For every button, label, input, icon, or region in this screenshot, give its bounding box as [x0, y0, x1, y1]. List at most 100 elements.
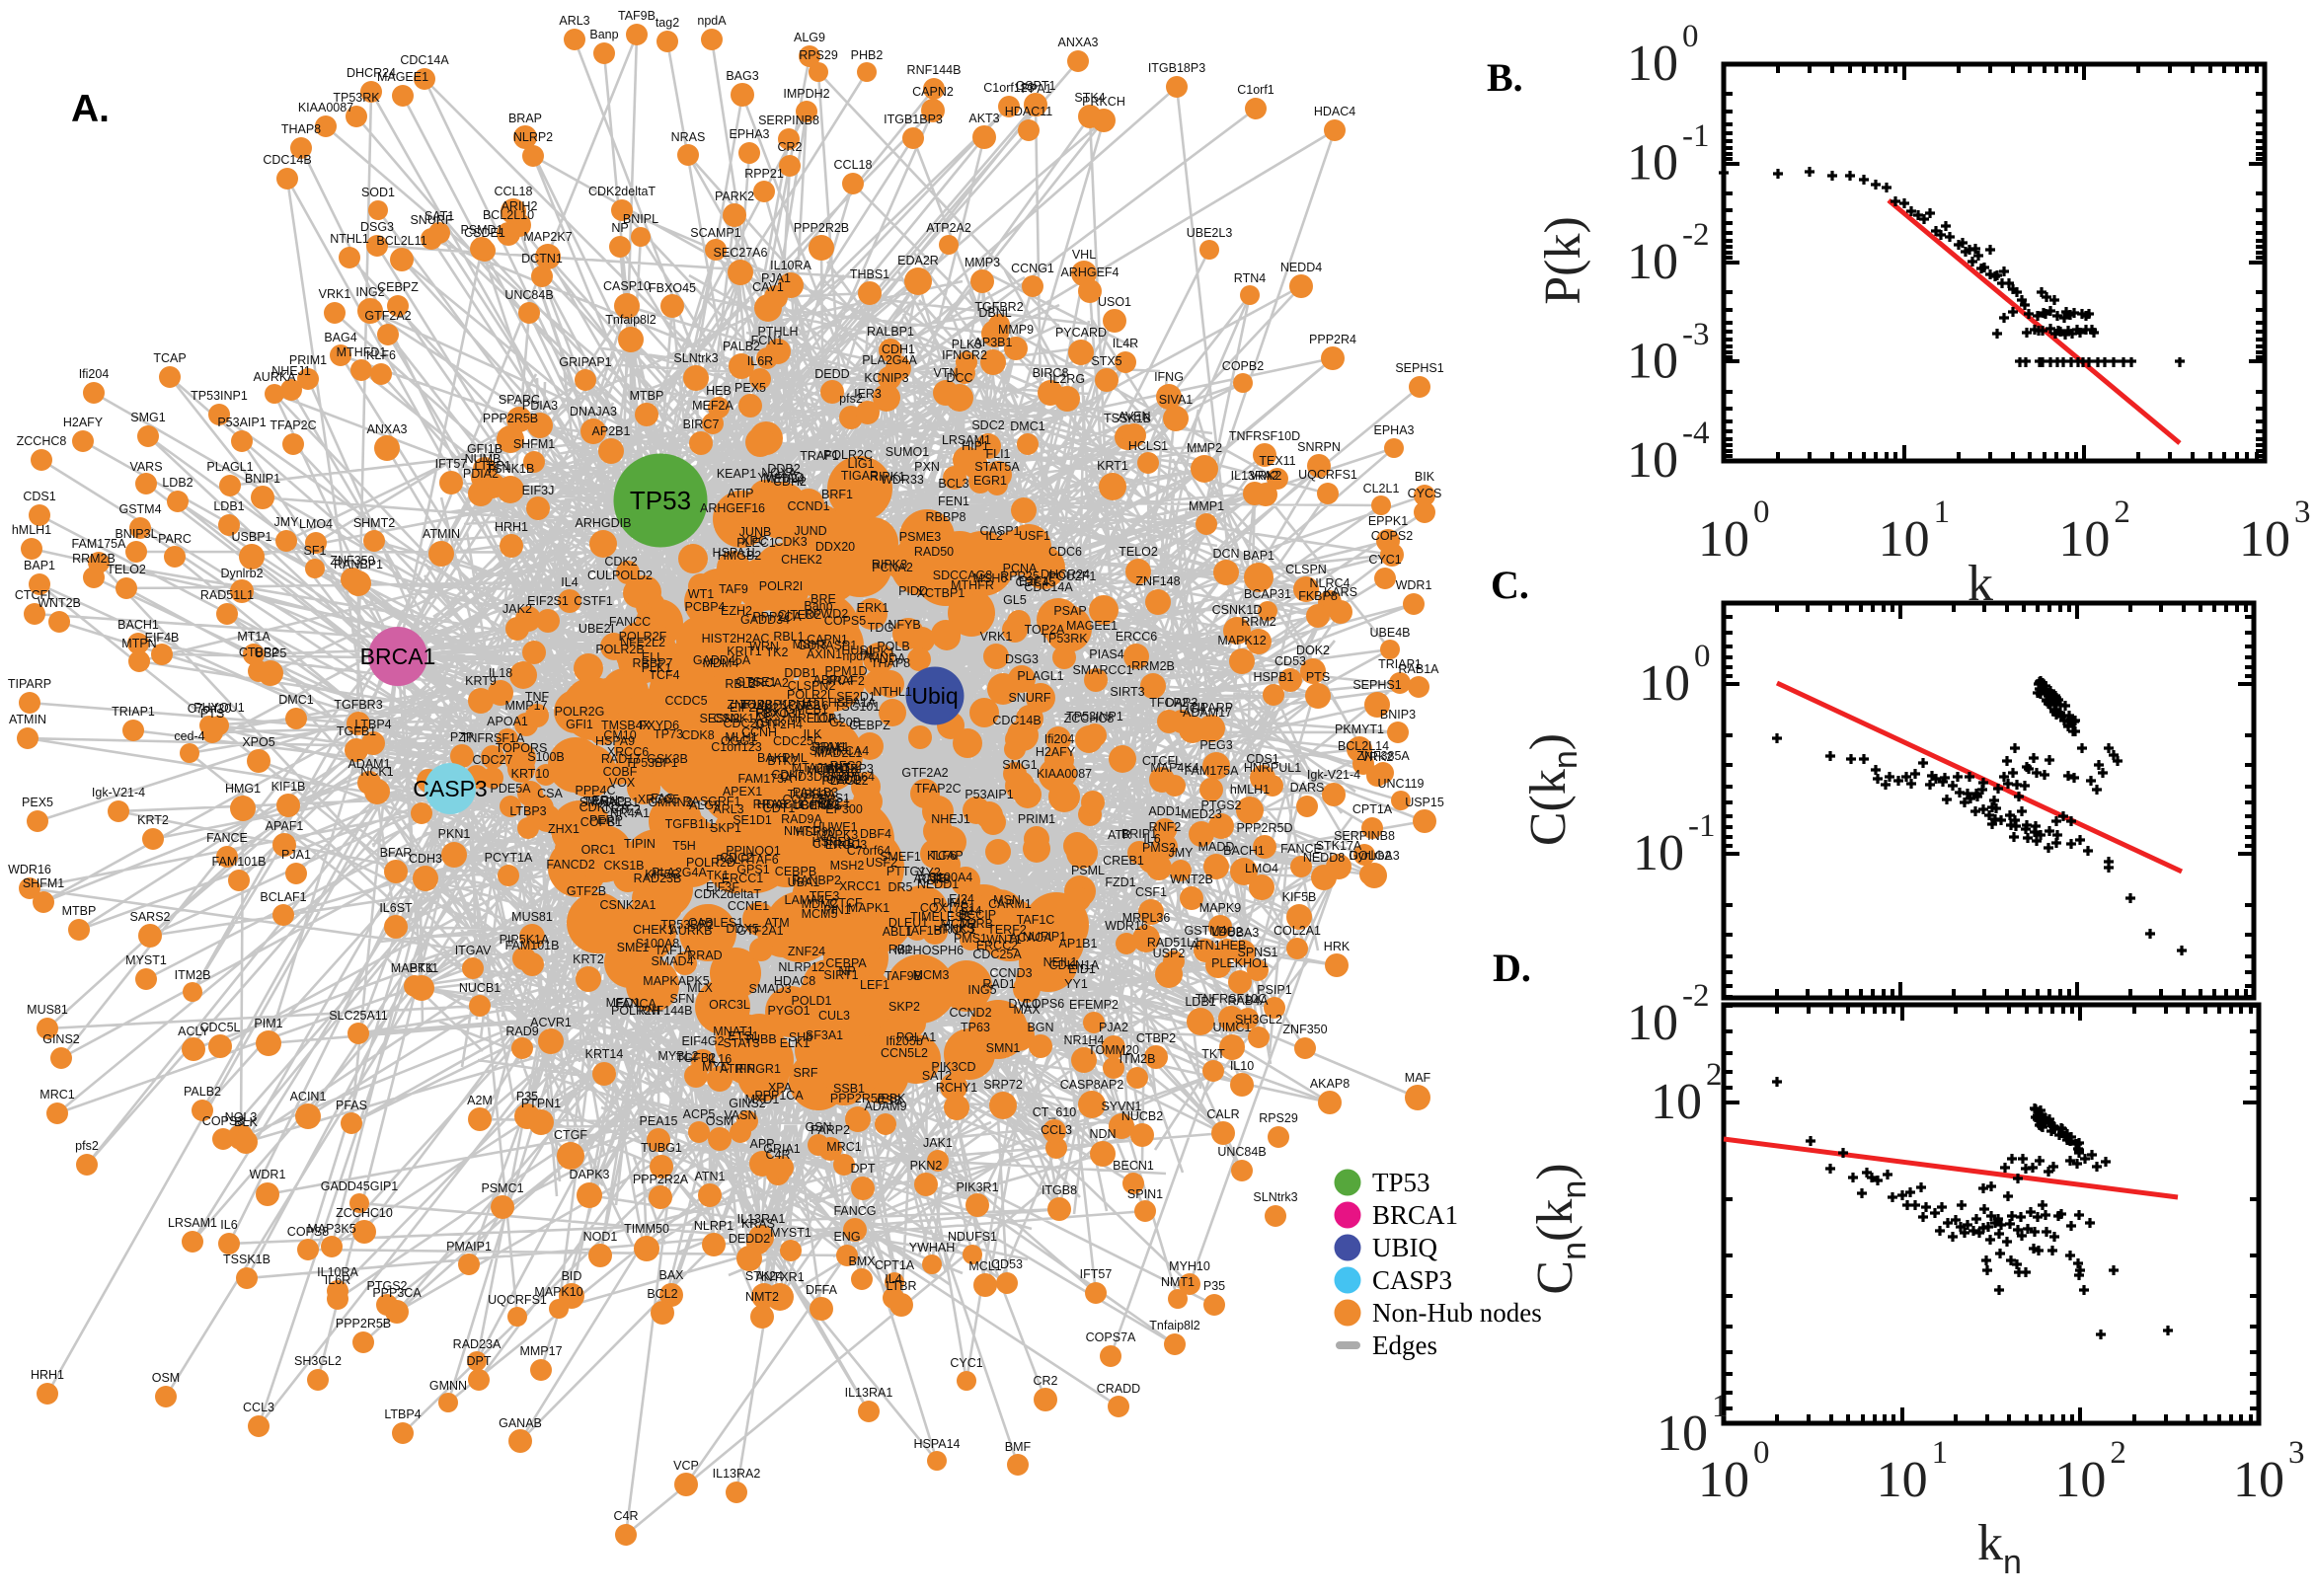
svg-text:FANCE: FANCE [206, 831, 248, 845]
svg-text:MAD2L1: MAD2L1 [814, 746, 863, 760]
svg-text:FANCD2: FANCD2 [546, 858, 594, 872]
svg-text:PSAP: PSAP [1053, 604, 1086, 618]
svg-text:10: 10 [1651, 1074, 1702, 1130]
svg-text:NLRP12: NLRP12 [778, 960, 824, 974]
svg-text:GL5: GL5 [1003, 593, 1027, 607]
svg-text:CDC14B: CDC14B [263, 153, 311, 167]
svg-text:IL6: IL6 [220, 1218, 237, 1232]
svg-text:SESN2: SESN2 [700, 712, 740, 725]
svg-text:ATMIN: ATMIN [9, 713, 46, 726]
svg-text:SERPINB8: SERPINB8 [1334, 829, 1395, 843]
svg-text:S100A4: S100A4 [929, 871, 973, 884]
svg-text:NMT2: NMT2 [745, 1290, 779, 1304]
svg-text:MAPKAPK5: MAPKAPK5 [643, 974, 709, 988]
svg-text:CSNK1A1: CSNK1A1 [714, 712, 770, 725]
svg-text:C1orf1: C1orf1 [1237, 83, 1274, 97]
svg-text:HRCC1: HRCC1 [933, 923, 975, 937]
svg-text:UBE2I: UBE2I [579, 622, 614, 636]
svg-text:MYH10: MYH10 [1169, 1259, 1210, 1273]
svg-text:DR5: DR5 [888, 880, 912, 894]
svg-text:TAF1C: TAF1C [1017, 913, 1055, 927]
svg-text:ANXA3: ANXA3 [367, 422, 408, 436]
svg-text:PPP4C: PPP4C [576, 784, 616, 798]
svg-text:hMLH1: hMLH1 [1230, 783, 1270, 797]
svg-text:TSSK1B: TSSK1B [223, 1253, 270, 1266]
svg-text:ERCC3: ERCC3 [825, 838, 867, 852]
svg-text:GMEB1: GMEB1 [785, 703, 828, 717]
svg-text:RBBP7: RBBP7 [633, 656, 673, 670]
svg-text:APOA1: APOA1 [487, 715, 528, 728]
svg-text:PRIM1: PRIM1 [1018, 812, 1055, 826]
svg-text:Igk-V21-4: Igk-V21-4 [1307, 768, 1360, 782]
svg-text:RAD9: RAD9 [505, 1025, 538, 1038]
svg-text:MTPN: MTPN [121, 637, 156, 650]
svg-text:PARK2: PARK2 [715, 190, 754, 203]
svg-text:GPS1: GPS1 [736, 863, 769, 876]
svg-text:AP2B1: AP2B1 [592, 424, 631, 438]
svg-text:MLX: MLX [687, 981, 713, 995]
svg-text:C7orf20: C7orf20 [188, 702, 232, 716]
svg-text:ERH: ERH [592, 794, 618, 807]
svg-text:LDB2: LDB2 [162, 476, 193, 490]
svg-text:10: 10 [1633, 825, 1684, 881]
svg-text:HDAC11: HDAC11 [1005, 105, 1052, 118]
svg-text:MAPK3: MAPK3 [816, 828, 858, 842]
svg-text:Igk-V21-4: Igk-V21-4 [92, 786, 145, 799]
svg-text:YY1: YY1 [1064, 977, 1088, 991]
svg-text:PHYOU1: PHYOU1 [193, 701, 244, 715]
svg-text:SNK: SNK [760, 716, 786, 729]
svg-text:SUMO1: SUMO1 [886, 445, 930, 459]
svg-text:RAD1: RAD1 [982, 977, 1015, 991]
svg-text:SMEF1: SMEF1 [880, 850, 921, 864]
svg-text:FANCC: FANCC [609, 615, 651, 629]
svg-text:CPT1A: CPT1A [875, 1258, 915, 1272]
svg-text:IFNGR2: IFNGR2 [942, 348, 987, 362]
svg-text:ARHGEF4: ARHGEF4 [1060, 266, 1119, 279]
svg-text:DEDD: DEDD [814, 367, 849, 381]
svg-text:NRAS: NRAS [671, 130, 706, 144]
svg-text:CABLES1: CABLES1 [688, 916, 743, 930]
svg-text:DCC: DCC [946, 371, 972, 385]
svg-text:MDM2: MDM2 [802, 897, 838, 911]
svg-text:-4: -4 [1682, 416, 1710, 451]
svg-text:STAT3: STAT3 [723, 1036, 759, 1050]
svg-text:SHFM1: SHFM1 [513, 437, 555, 451]
svg-text:PKMYT1: PKMYT1 [1335, 722, 1384, 736]
svg-text:SMARCA4: SMARCA4 [810, 744, 869, 758]
svg-text:RRM1: RRM1 [811, 740, 846, 754]
svg-text:TELO2: TELO2 [1119, 545, 1158, 559]
svg-text:NUCB1: NUCB1 [459, 981, 501, 995]
svg-text:Non-Hub nodes: Non-Hub nodes [1372, 1298, 1542, 1328]
svg-text:SOD1: SOD1 [361, 186, 395, 199]
svg-text:NLRP1: NLRP1 [694, 1219, 733, 1233]
svg-text:KIAA0087: KIAA0087 [298, 101, 353, 114]
svg-text:P35: P35 [1203, 1279, 1225, 1293]
svg-text:BRAP: BRAP [508, 112, 542, 125]
svg-text:CDH1: CDH1 [882, 342, 915, 356]
svg-text:ACIN1: ACIN1 [290, 1090, 327, 1103]
svg-text:ACLY: ACLY [178, 1025, 209, 1038]
svg-text:MED23: MED23 [1181, 807, 1222, 821]
svg-text:ABPC4: ABPC4 [813, 673, 854, 687]
svg-text:ERCC6: ERCC6 [1116, 630, 1157, 644]
svg-text:TP73: TP73 [654, 727, 683, 741]
svg-text:pfs2: pfs2 [839, 392, 863, 406]
svg-text:UBE2L3: UBE2L3 [1187, 226, 1233, 240]
svg-text:DVL1: DVL1 [1008, 997, 1039, 1011]
svg-text:CSA: CSA [537, 787, 563, 800]
svg-text:PEX5: PEX5 [22, 796, 53, 809]
svg-text:10: 10 [2054, 1452, 2106, 1508]
svg-text:UQCRFS1: UQCRFS1 [1298, 468, 1357, 482]
svg-text:CCND3: CCND3 [989, 966, 1032, 980]
svg-text:BAK1: BAK1 [757, 751, 789, 765]
svg-text:WNT1: WNT1 [986, 933, 1021, 947]
svg-text:CDK2deltaT: CDK2deltaT [588, 185, 656, 198]
svg-text:TFAP2C: TFAP2C [270, 418, 316, 432]
svg-text:BFAR: BFAR [380, 846, 413, 860]
svg-text:WRN: WRN [749, 640, 779, 653]
svg-text:USP5: USP5 [255, 646, 287, 660]
svg-text:GINS2: GINS2 [729, 1097, 766, 1110]
svg-text:RFC2: RFC2 [830, 759, 863, 773]
svg-text:ETS1: ETS1 [728, 1029, 758, 1043]
svg-text:RAD51L1: RAD51L1 [1147, 936, 1200, 950]
